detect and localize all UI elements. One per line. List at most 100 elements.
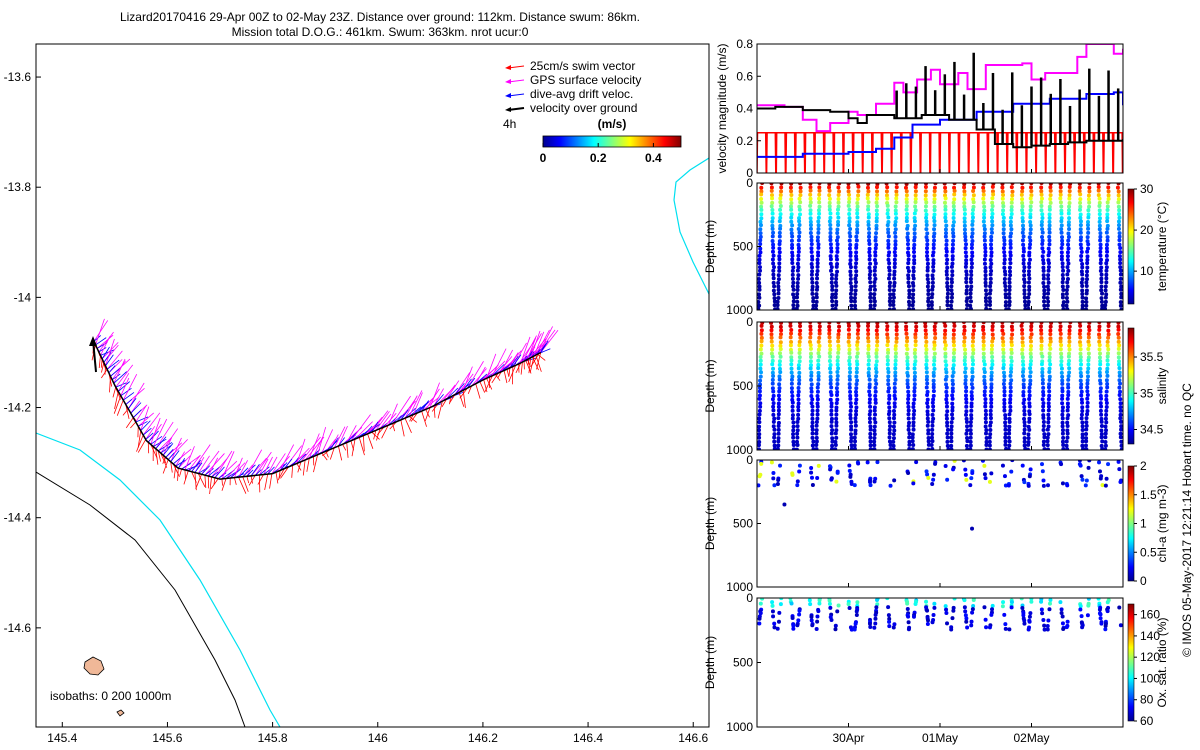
profile-point bbox=[816, 374, 821, 379]
profile-point bbox=[968, 306, 973, 310]
profile-point bbox=[790, 408, 795, 413]
profile-point bbox=[1022, 265, 1027, 270]
profile-point bbox=[964, 284, 969, 289]
profile-point bbox=[906, 276, 911, 281]
profile-point bbox=[1097, 460, 1102, 465]
profile-point bbox=[989, 382, 994, 387]
profile-point bbox=[1067, 370, 1072, 375]
profile-point bbox=[848, 281, 853, 286]
profile-point bbox=[893, 208, 898, 213]
profile-point bbox=[874, 212, 879, 217]
profile-point bbox=[1104, 428, 1109, 433]
profile-point bbox=[925, 608, 930, 613]
profile-point bbox=[924, 227, 929, 232]
profile-point bbox=[1010, 189, 1015, 194]
profile-point bbox=[788, 343, 793, 348]
profile-point bbox=[913, 200, 918, 205]
profile-point bbox=[1065, 280, 1070, 285]
swim-vector bbox=[183, 470, 189, 485]
colorbar-tick-label: 1.5 bbox=[1140, 488, 1157, 502]
profile-point bbox=[1065, 428, 1070, 433]
profile-point bbox=[1065, 396, 1070, 401]
drift-vector bbox=[284, 458, 293, 469]
profile-point bbox=[887, 299, 892, 304]
profile-point bbox=[964, 477, 969, 482]
profile-point bbox=[1117, 238, 1122, 243]
profile-point bbox=[758, 358, 763, 363]
profile-point bbox=[770, 196, 775, 201]
profile-point bbox=[1096, 183, 1101, 186]
profile-point bbox=[964, 389, 969, 394]
profile-point bbox=[856, 461, 861, 466]
profile-point bbox=[893, 366, 898, 371]
profile-point bbox=[828, 227, 833, 231]
profile-point bbox=[1066, 268, 1071, 273]
profile-point bbox=[1116, 189, 1121, 194]
profile-point bbox=[776, 291, 781, 296]
profile-point bbox=[905, 347, 910, 352]
profile-point bbox=[1039, 351, 1044, 356]
profile-point bbox=[1027, 253, 1032, 258]
profile-point bbox=[989, 268, 994, 273]
profile-point bbox=[829, 447, 834, 450]
profile-point bbox=[891, 424, 896, 429]
profile-point bbox=[1067, 193, 1072, 198]
profile-point bbox=[816, 223, 821, 228]
profile-point bbox=[1002, 235, 1007, 240]
profile-point bbox=[1099, 432, 1104, 437]
profile-point bbox=[1085, 613, 1090, 618]
profile-point bbox=[856, 189, 861, 194]
profile-point bbox=[904, 204, 909, 209]
profile-point bbox=[866, 215, 871, 220]
profile-point bbox=[1060, 261, 1065, 266]
profile-point bbox=[1118, 245, 1123, 250]
gps-vector bbox=[177, 455, 191, 469]
profile-point bbox=[912, 374, 917, 379]
profile-point bbox=[913, 193, 918, 198]
profile-point bbox=[943, 351, 948, 356]
profile-point bbox=[1078, 385, 1083, 390]
profile-point bbox=[1078, 192, 1083, 197]
profile-point bbox=[1000, 324, 1005, 329]
profile-point bbox=[1039, 196, 1044, 201]
profile-point bbox=[1065, 272, 1070, 277]
swim-vector bbox=[250, 475, 253, 484]
profile-point bbox=[1084, 307, 1089, 310]
gps-vector bbox=[533, 331, 545, 357]
profile-point bbox=[1002, 474, 1007, 479]
profile-point bbox=[989, 471, 994, 476]
profile-point bbox=[964, 404, 969, 409]
profile-point bbox=[796, 238, 801, 243]
profile-point bbox=[770, 354, 775, 359]
profile-point bbox=[982, 208, 987, 213]
profile-point bbox=[1103, 447, 1108, 450]
profile-point bbox=[1078, 200, 1083, 205]
profile-point bbox=[867, 253, 872, 258]
gps-vector bbox=[296, 438, 306, 464]
drift-vector bbox=[225, 471, 237, 479]
profile-point bbox=[855, 211, 860, 216]
profile-point bbox=[1098, 257, 1103, 262]
profile-point bbox=[777, 397, 782, 402]
profile-point bbox=[1080, 277, 1085, 282]
profile-point bbox=[873, 385, 878, 390]
profile-point bbox=[887, 405, 892, 410]
profile-point bbox=[1060, 378, 1065, 383]
profile-point bbox=[759, 351, 764, 356]
profile-point bbox=[779, 328, 784, 333]
profile-point bbox=[816, 208, 821, 213]
profile-point bbox=[856, 328, 861, 333]
profile-point bbox=[867, 231, 872, 236]
profile-point bbox=[770, 603, 775, 608]
profile-point bbox=[925, 397, 930, 402]
profile-point bbox=[925, 257, 930, 262]
profile-point bbox=[771, 268, 776, 273]
profile-point bbox=[1118, 257, 1123, 262]
profile-point bbox=[984, 625, 989, 630]
profile-point bbox=[926, 431, 931, 436]
profile-point bbox=[817, 354, 822, 359]
profile-point bbox=[1059, 208, 1064, 213]
profile-point bbox=[913, 185, 918, 190]
profile-point bbox=[1065, 431, 1070, 436]
profile-point bbox=[885, 327, 890, 332]
